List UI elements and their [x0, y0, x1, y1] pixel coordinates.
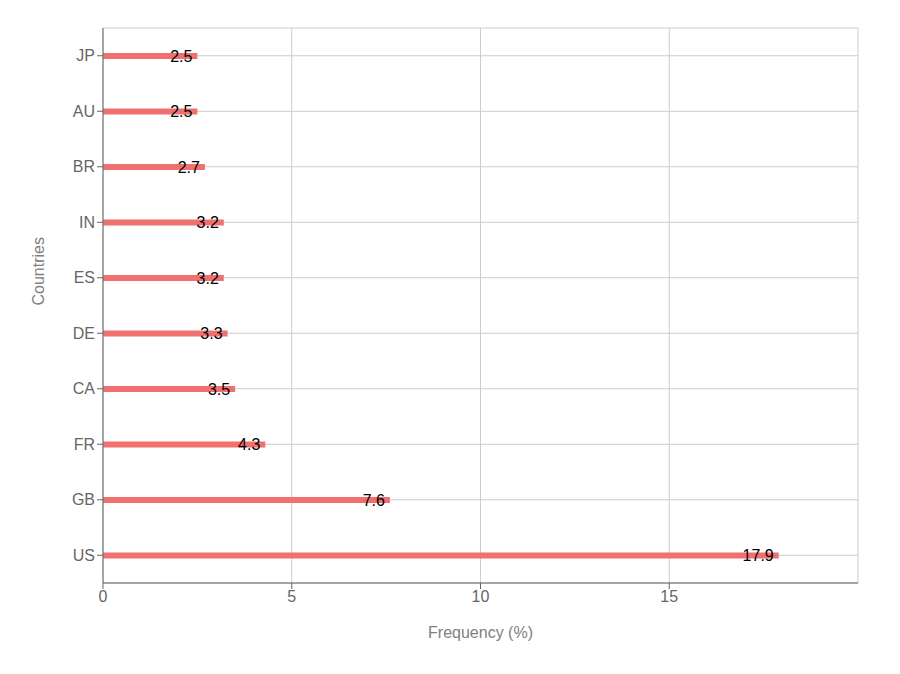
- svg-text:3.3: 3.3: [200, 325, 222, 342]
- svg-text:10: 10: [472, 588, 490, 605]
- svg-text:15: 15: [660, 588, 678, 605]
- svg-text:DE: DE: [73, 325, 95, 342]
- svg-text:0: 0: [99, 588, 108, 605]
- svg-text:2.5: 2.5: [170, 48, 192, 65]
- svg-text:ES: ES: [74, 269, 95, 286]
- svg-text:FR: FR: [74, 436, 95, 453]
- svg-text:5: 5: [287, 588, 296, 605]
- svg-text:7.6: 7.6: [363, 492, 385, 509]
- svg-text:3.2: 3.2: [197, 214, 219, 231]
- svg-text:3.5: 3.5: [208, 381, 230, 398]
- svg-text:CA: CA: [73, 380, 96, 397]
- svg-text:US: US: [73, 547, 95, 564]
- svg-text:BR: BR: [73, 158, 95, 175]
- svg-text:2.5: 2.5: [170, 103, 192, 120]
- svg-text:GB: GB: [72, 491, 95, 508]
- svg-text:17.9: 17.9: [743, 547, 774, 564]
- svg-text:4.3: 4.3: [238, 436, 260, 453]
- svg-text:AU: AU: [73, 103, 95, 120]
- svg-text:3.2: 3.2: [197, 270, 219, 287]
- svg-text:JP: JP: [76, 47, 95, 64]
- svg-text:Countries: Countries: [30, 237, 47, 305]
- svg-text:Frequency (%): Frequency (%): [428, 624, 533, 641]
- svg-text:2.7: 2.7: [178, 159, 200, 176]
- svg-text:IN: IN: [79, 214, 95, 231]
